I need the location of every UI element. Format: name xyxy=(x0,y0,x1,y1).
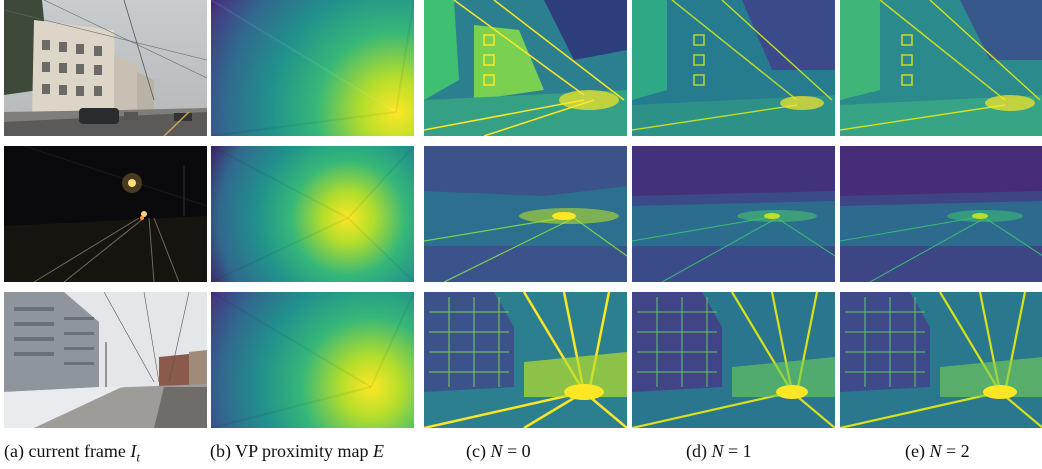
row2-saliency-n2 xyxy=(840,146,1042,282)
caption-d-prefix: (d) xyxy=(686,441,707,461)
row1-vp-proximity-map xyxy=(211,0,414,136)
caption-c-math: N xyxy=(490,441,503,461)
caption-a-math: I xyxy=(130,441,137,461)
caption-c-prefix: (c) xyxy=(466,441,486,461)
row2-current-frame xyxy=(4,146,207,282)
caption-e-math: N xyxy=(929,441,942,461)
row2-vp-proximity-map xyxy=(211,146,414,282)
caption-e: (e) N = 2 xyxy=(905,440,970,462)
caption-e-prefix: (e) xyxy=(905,441,925,461)
row2-saliency-n1 xyxy=(632,146,835,282)
row3-current-frame xyxy=(4,292,207,428)
row3-saliency-n1 xyxy=(632,292,835,428)
row1-saliency-n0 xyxy=(424,0,627,136)
row3-saliency-n0 xyxy=(424,292,627,428)
row3-vp-proximity-map xyxy=(211,292,414,428)
row1-saliency-n1 xyxy=(632,0,835,136)
caption-c-value: = 0 xyxy=(507,441,531,461)
caption-e-value: = 2 xyxy=(946,441,970,461)
caption-c: (c) N = 0 xyxy=(466,440,531,462)
caption-d: (d) N = 1 xyxy=(686,440,752,462)
caption-a-subscript: t xyxy=(136,449,141,465)
caption-b: (b) VP proximity map E xyxy=(210,440,384,462)
caption-d-math: N xyxy=(711,441,724,461)
caption-a: (a) current frame It xyxy=(4,440,140,469)
row1-saliency-n2 xyxy=(840,0,1042,136)
row3-saliency-n2 xyxy=(840,292,1042,428)
caption-b-math: E xyxy=(373,441,384,461)
caption-b-prefix: (b) VP proximity map xyxy=(210,441,369,461)
caption-d-value: = 1 xyxy=(728,441,752,461)
caption-a-prefix: (a) current frame xyxy=(4,441,126,461)
row1-current-frame xyxy=(4,0,207,136)
row2-saliency-n0 xyxy=(424,146,627,282)
